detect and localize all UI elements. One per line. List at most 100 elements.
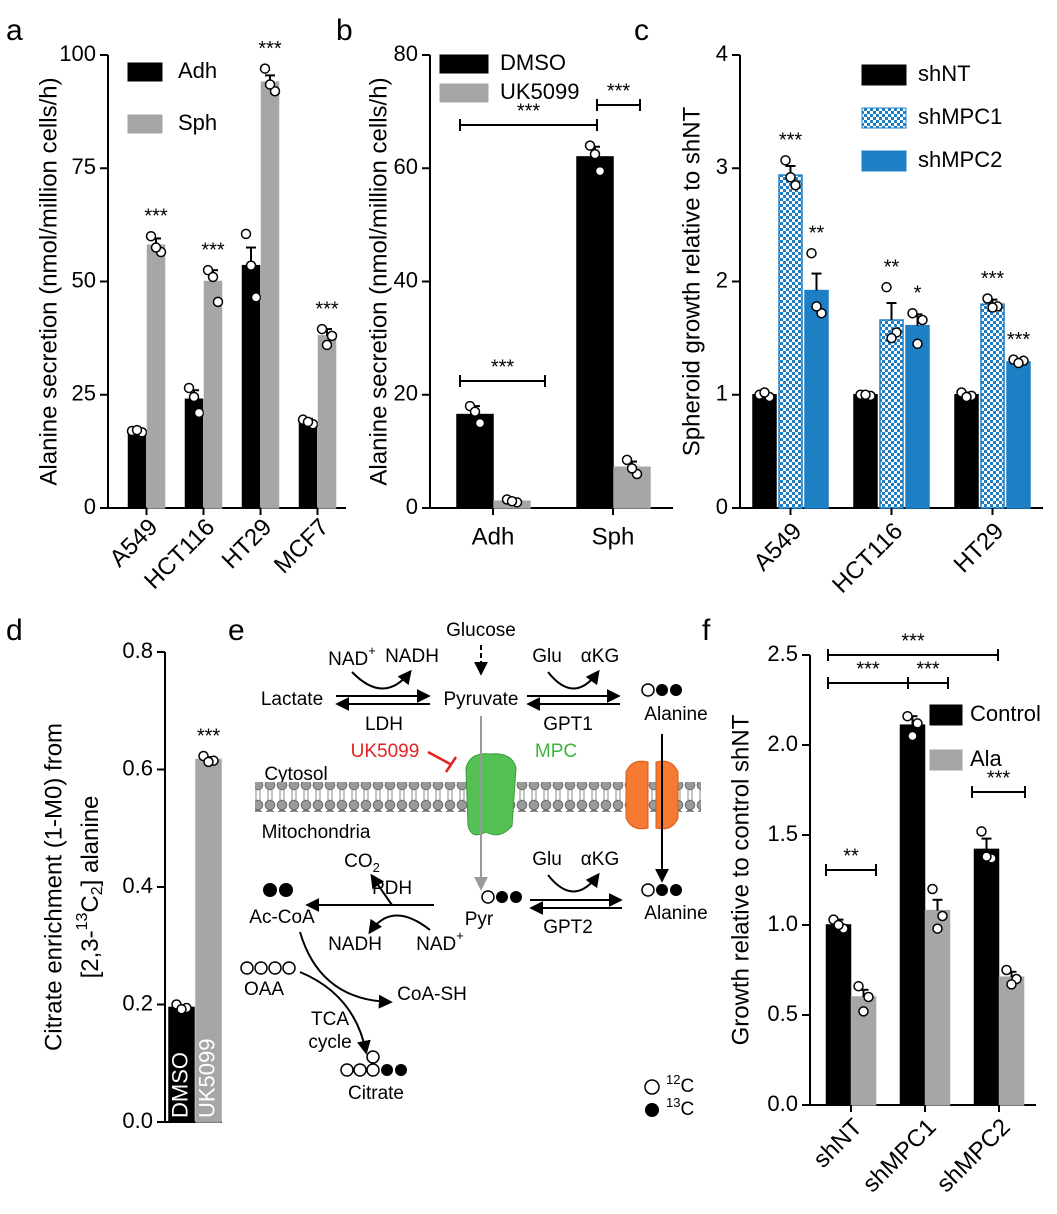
label-part: 2 [89,886,106,895]
bar [752,394,777,509]
replicate-point [207,271,219,283]
carbon-12 [340,1063,354,1077]
carbon-12 [641,683,655,697]
replicate-point [863,991,874,1003]
label: OAA [244,979,284,1000]
panel-letter: c [634,14,649,47]
carbon-13 [656,684,668,696]
legend-swatch [861,150,907,172]
error-bar [811,272,822,291]
x-tick-label: Adh [472,523,515,550]
pathway-diagram: e Glucose NAD+ NADH Lactate Pyruvate LDH… [228,614,708,1120]
significance: *** [517,100,541,122]
significance: *** [987,767,1011,789]
label: Ac-CoA [249,907,315,928]
y-tick-label: 0.8 [122,638,153,663]
bar [899,724,926,1106]
bar [298,421,318,509]
y-tick-label: 3 [716,154,728,179]
significance: *** [1007,329,1031,351]
replicate-point [176,1003,187,1015]
y-axis-label: Citrate enrichment (1-M0) from [40,723,67,1051]
x-tick-label: UK5099 [194,1038,219,1118]
carbon-12 [481,890,495,904]
y-tick-label: 2.5 [767,641,798,666]
label: Pyruvate [444,689,519,710]
significance: *** [144,205,168,227]
replicate-point [469,406,481,417]
label: Mitochondria [262,822,371,843]
significance: *** [607,80,631,102]
carbon-12 [641,883,655,897]
carbon-13 [670,684,682,696]
label: Citrate [348,1083,404,1104]
label: PDH [372,878,412,899]
arrow [368,914,431,935]
replicate-point [811,301,822,312]
replicate-point [886,332,897,344]
carbon-12 [353,1063,367,1077]
legend-label: shNT [918,61,971,86]
arrow [370,873,393,906]
bar [456,413,494,509]
legend-label: 13C [666,1095,694,1120]
significance: *** [197,725,221,747]
label-part: C [77,895,104,912]
error-bar [886,302,897,321]
x-tick-label: shNT [808,1113,868,1173]
y-tick-label: 4 [716,41,728,66]
label: NAD+ [416,928,464,955]
replicate-point [976,826,987,837]
significance: * [914,282,922,304]
y-axis-label: Spheroid growth relative to shNT [678,106,705,456]
panel-letter: a [6,14,23,47]
label: αKG [581,646,619,667]
legend-swatch [439,83,489,103]
significance: *** [981,268,1005,290]
y-tick-label: 50 [72,267,96,292]
y-tick-label: 80 [394,41,418,66]
significance: ** [809,222,825,244]
replicate-point [145,230,157,242]
bar [1006,361,1031,509]
y-tick-label: 60 [394,154,418,179]
legend-swatch [127,62,163,82]
significance: *** [779,130,803,152]
panel-letter: e [228,614,245,647]
replicate-point [1006,979,1017,990]
replicate-point [474,417,486,429]
y-tick-label: 25 [72,381,96,406]
replicate-point [853,980,864,992]
legend-label: shMPC1 [918,104,1002,129]
replicate-point [806,247,817,259]
label-part: [2,3- [77,930,104,978]
x-tick-label: HT29 [217,514,278,575]
significance: *** [856,658,880,680]
carbon-13 [395,1064,407,1076]
bar [998,976,1025,1106]
carbon-13 [381,1064,393,1076]
replicate-point [833,919,844,931]
legend-carbon-12 [644,1079,660,1095]
replicate-point [150,242,162,253]
panel-letter: f [702,614,711,647]
y-tick-label: 0 [406,494,418,519]
label: NAD+ [328,643,376,670]
carbon-12 [268,961,282,975]
carbon-13 [263,883,277,897]
y-axis-label: Alanine secretion (nmol/million cells/h) [365,77,392,485]
replicate-point [816,307,827,319]
y-tick-label: 0.2 [122,990,153,1015]
replicate-point [245,260,257,271]
label: LDH [365,714,403,735]
label: Glu [532,646,562,667]
replicate-point [594,165,606,177]
replicate-point [626,463,638,474]
replicate-point [981,851,992,862]
legend-swatch [127,114,163,134]
replicate-point [202,264,214,276]
x-tick-label: MCF7 [269,514,334,579]
y-tick-label: 0.0 [122,1108,153,1133]
bar [317,335,337,509]
replicate-point [269,85,281,97]
